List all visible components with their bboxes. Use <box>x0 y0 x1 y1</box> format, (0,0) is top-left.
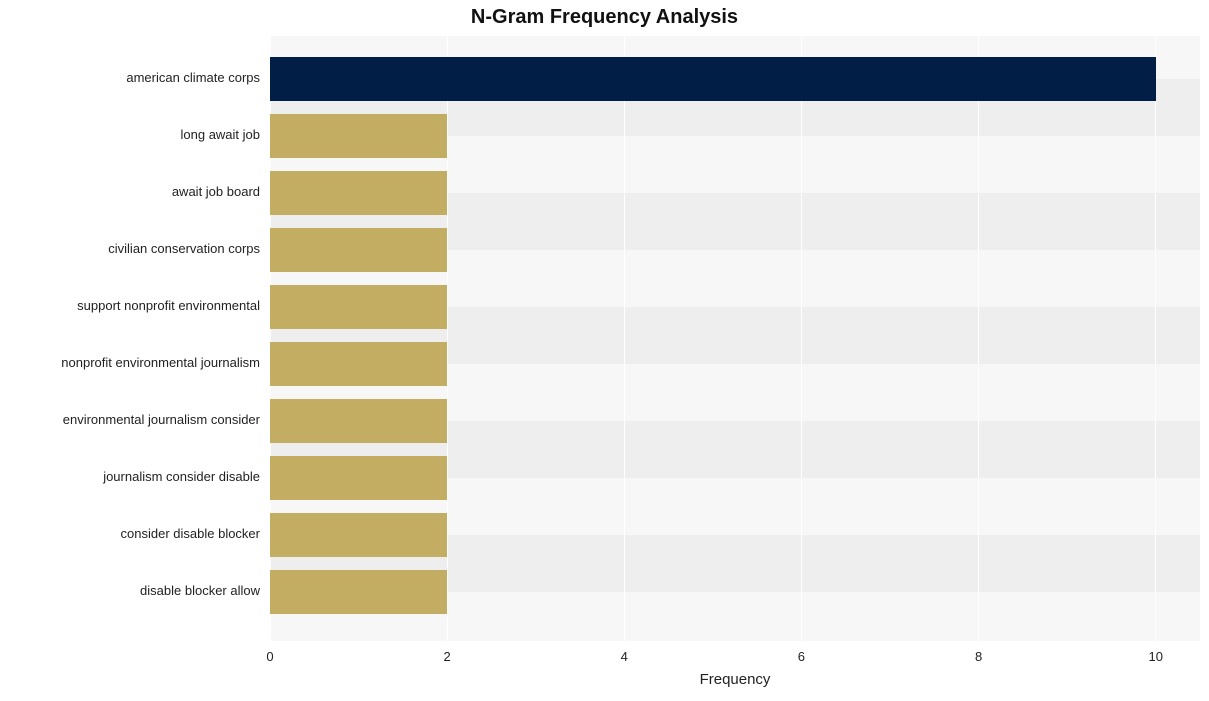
x-tick-label: 10 <box>1148 649 1162 664</box>
bar <box>270 399 447 443</box>
bar <box>270 171 447 215</box>
y-tick-label: await job board <box>172 184 260 199</box>
x-tick-label: 4 <box>621 649 628 664</box>
grid-line <box>978 36 979 641</box>
bar <box>270 228 447 272</box>
y-tick-label: long await job <box>181 127 261 142</box>
y-tick-label: environmental journalism consider <box>63 412 260 427</box>
y-tick-label: disable blocker allow <box>140 583 260 598</box>
x-axis-label: Frequency <box>270 671 1200 688</box>
bar <box>270 285 447 329</box>
grid-line <box>624 36 625 641</box>
bar <box>270 57 1156 101</box>
x-tick-label: 0 <box>266 649 273 664</box>
x-tick-label: 2 <box>444 649 451 664</box>
y-tick-label: journalism consider disable <box>103 469 260 484</box>
y-tick-label: civilian conservation corps <box>108 241 260 256</box>
grid-line <box>1155 36 1156 641</box>
y-tick-label: american climate corps <box>126 70 260 85</box>
y-tick-label: consider disable blocker <box>121 526 260 541</box>
bar <box>270 342 447 386</box>
y-tick-label: support nonprofit environmental <box>77 298 260 313</box>
bar <box>270 114 447 158</box>
grid-line <box>801 36 802 641</box>
x-tick-label: 8 <box>975 649 982 664</box>
bar <box>270 456 447 500</box>
ngram-frequency-chart: N-Gram Frequency Analysis american clima… <box>0 0 1209 701</box>
x-tick-label: 6 <box>798 649 805 664</box>
bar <box>270 513 447 557</box>
plot-region: american climate corps long await job awai… <box>0 36 1200 641</box>
plot-area: 0246810Frequency <box>270 36 1200 641</box>
chart-title: N-Gram Frequency Analysis <box>0 6 1209 29</box>
bar <box>270 570 447 614</box>
y-tick-label: nonprofit environmental journalism <box>61 355 260 370</box>
y-axis-labels: american climate corps long await job awai… <box>0 36 270 641</box>
